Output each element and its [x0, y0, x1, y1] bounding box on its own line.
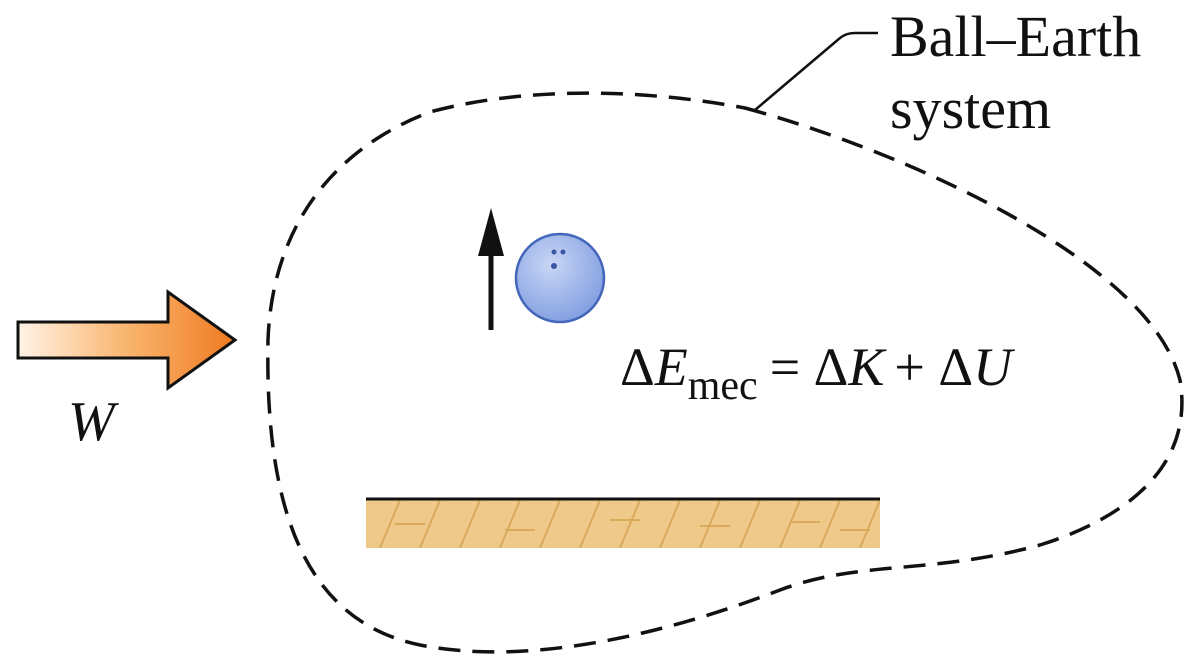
velocity-arrowhead: [478, 208, 504, 256]
ground: [366, 499, 880, 548]
system-label-line1: Ball–Earth: [890, 4, 1141, 69]
equation: ΔEmec = ΔK+ ΔU: [620, 337, 1015, 409]
ball-hole: [552, 250, 557, 255]
equation-part: = Δ: [770, 337, 849, 397]
work-arrow: [18, 292, 235, 388]
ball-hole: [561, 250, 566, 255]
equation-subscript: mec: [688, 363, 758, 409]
leader-line: [755, 33, 878, 110]
equation-part: + Δ: [894, 337, 973, 397]
equation-part: E: [654, 337, 688, 397]
ball: [516, 234, 604, 322]
equation-part: Δ: [620, 337, 655, 397]
diagram: Ball–Earth system W ΔEmec = ΔK+ ΔU: [0, 0, 1204, 661]
equation-part: U: [973, 337, 1015, 397]
system-label-line2: system: [890, 76, 1051, 141]
work-label: W: [68, 391, 119, 453]
equation-part: K: [847, 337, 887, 397]
ball-hole: [551, 263, 557, 269]
